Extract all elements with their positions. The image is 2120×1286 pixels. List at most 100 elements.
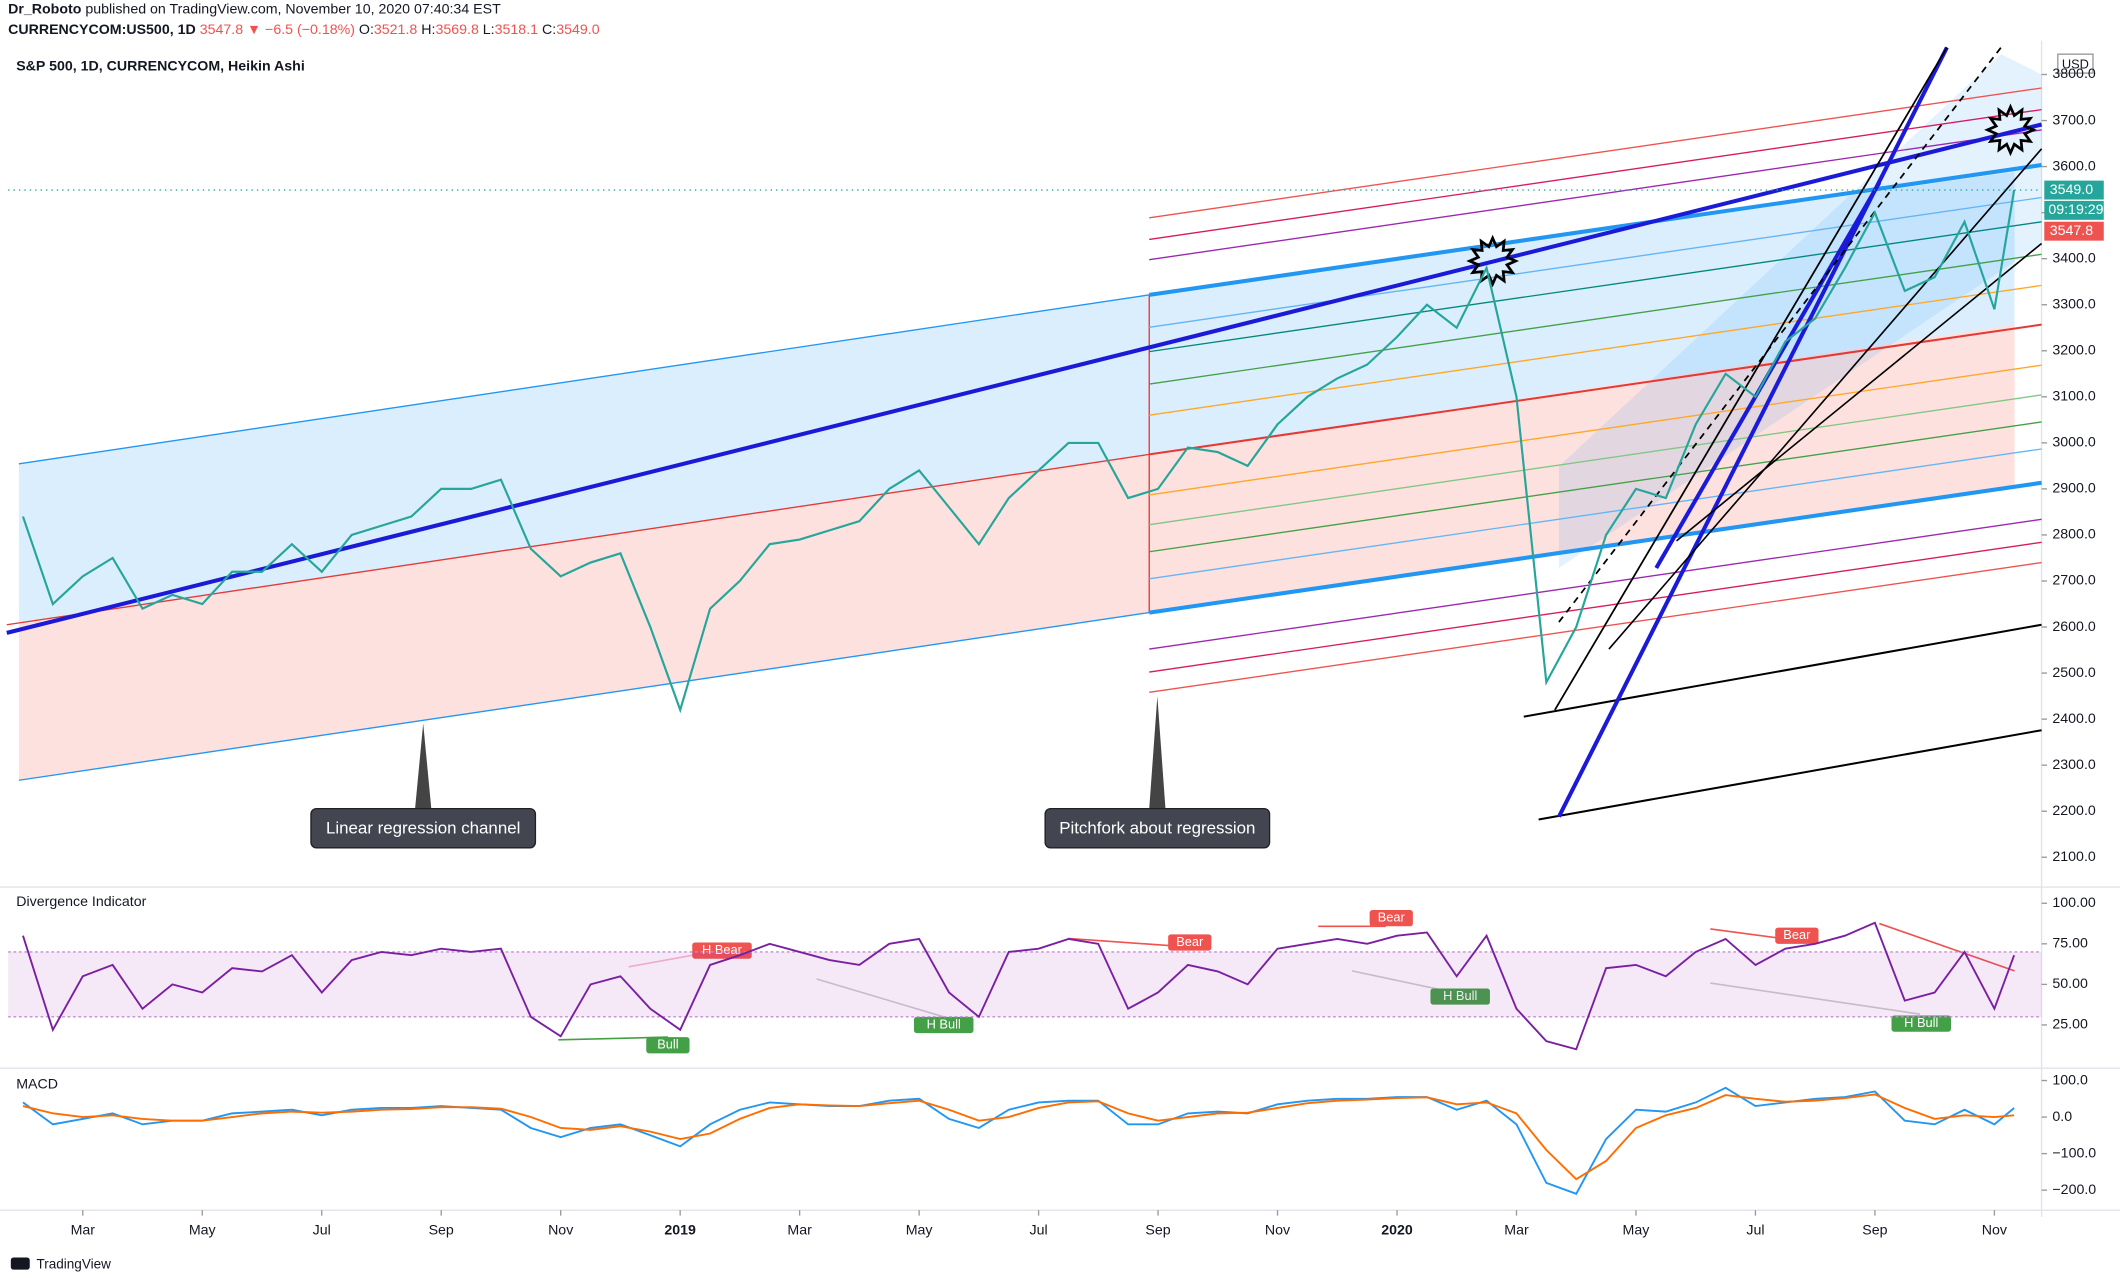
divergence-label-box — [646, 1037, 690, 1054]
x-tick-label: Mar — [71, 1223, 96, 1239]
pitchfork-line — [1149, 394, 2042, 526]
chart-title: S&P 500, 1D, CURRENCYCOM, Heikin Ashi — [16, 58, 305, 74]
pitchfork-line — [1149, 87, 2042, 219]
x-tick-label: 2020 — [1381, 1223, 1413, 1239]
pitchfork-line — [1149, 284, 2042, 416]
y-tick-label: 2100.0 — [2052, 849, 2096, 865]
pitchfork-line — [1149, 108, 2042, 241]
callout-text: Pitchfork about regression — [1059, 818, 1255, 837]
regression-upper — [18, 294, 1150, 465]
y-tick-label: 3100.0 — [2052, 389, 2096, 405]
x-tick-label: Jul — [1030, 1223, 1048, 1239]
x-tick-label: May — [189, 1223, 217, 1239]
y-tick-label: 100.00 — [2052, 895, 2096, 911]
tradingview-logo: TradingView — [10, 1256, 112, 1271]
pitchfork-line — [1149, 221, 2042, 353]
divergence-line — [628, 952, 704, 968]
y-tick-label: 3700.0 — [2052, 112, 2096, 128]
last: 3547.8 — [200, 22, 244, 38]
y-tick-label: 2800.0 — [2052, 527, 2096, 543]
pitchfork-line — [1149, 323, 2042, 456]
star-marker — [1984, 103, 2037, 157]
ohlc-key: O: — [359, 22, 374, 38]
divergence-label: Bear — [1378, 910, 1406, 925]
price-tag-label: 3549.0 — [2050, 182, 2094, 198]
ohlc-value: 3521.8 — [374, 22, 418, 38]
pitchfork-line — [1149, 196, 2042, 328]
published: published on TradingView.com, November 1… — [85, 2, 501, 18]
callout-pointer — [1149, 696, 1166, 809]
header-line-1: Dr_Roboto published on TradingView.com, … — [8, 2, 501, 18]
pitchfork-line — [1149, 448, 2042, 580]
trend-line — [6, 122, 2043, 635]
divergence-line — [1068, 937, 1184, 948]
divergence-label-box — [1775, 927, 1819, 944]
drawing-line — [1676, 242, 2043, 542]
publisher: Dr_Roboto — [8, 2, 82, 18]
divergence-drawings: H Bear Bull H Bull Bear Bear H Bull Bear H Bull — [558, 910, 2015, 1054]
x-tick-label: Jul — [313, 1223, 331, 1239]
pitchfork-fill-lower — [1149, 324, 2015, 613]
pitchfork-line — [1149, 253, 2042, 385]
countdown: 09:19:29 — [2048, 202, 2103, 218]
regression-lower — [18, 611, 1150, 781]
y-tick-label: 75.00 — [2052, 936, 2088, 952]
divergence-label: H Bear — [702, 942, 743, 957]
price-tag — [2044, 180, 2104, 200]
callout-text: Linear regression channel — [326, 818, 520, 837]
divergence-label-box — [1369, 910, 1413, 927]
x-tick-label: Mar — [787, 1223, 812, 1239]
divergence-label: Bear — [1176, 934, 1204, 949]
x-tick-label: Nov — [1265, 1223, 1291, 1239]
star-marker — [1466, 234, 1520, 288]
y-tick-label: 3000.0 — [2052, 435, 2096, 451]
currency: USD — [2062, 56, 2089, 71]
divergence-line — [1879, 922, 2015, 972]
y-tick-label: 2900.0 — [2052, 481, 2096, 497]
drawing-line — [1608, 148, 2043, 650]
ohlc-key: H: — [421, 22, 435, 38]
series-line — [22, 1093, 2015, 1181]
y-tick-label: 2400.0 — [2052, 711, 2096, 727]
y-tick-label: 2300.0 — [2052, 757, 2096, 773]
callout-box — [1044, 807, 1271, 849]
divergence-label: Bull — [657, 1037, 678, 1052]
divergence-label: H Bull — [1443, 988, 1477, 1003]
ohlc-key: L: — [483, 22, 495, 38]
drawing-line — [1554, 46, 1948, 711]
pane-title: MACD — [16, 1076, 58, 1092]
drawing-line — [1523, 623, 2042, 718]
x-tick-label: Sep — [1862, 1223, 1887, 1239]
x-tick-label: May — [1623, 1223, 1651, 1239]
y-tick-label: 2200.0 — [2052, 803, 2096, 819]
y-tick-label: 2700.0 — [2052, 573, 2096, 589]
divergence-label: H Bull — [1904, 1015, 1938, 1030]
symbol: CURRENCYCOM:US500, 1D — [8, 22, 196, 38]
countdown-tag — [2044, 200, 2104, 220]
pitchfork-line — [1149, 364, 2042, 496]
divergence-label-box — [1168, 934, 1212, 951]
x-tick-label: Sep — [429, 1223, 454, 1239]
pitchfork-line — [1148, 480, 2042, 615]
callout-box — [310, 807, 537, 849]
y-tick-label: −100.0 — [2052, 1145, 2096, 1161]
logo-icon — [10, 1257, 30, 1270]
ohlc-key: C: — [542, 22, 556, 38]
x-tick-label: 2019 — [664, 1223, 696, 1239]
regression-fill-upper — [18, 294, 1150, 624]
pitchfork-line — [1149, 561, 2042, 694]
y-tick-label: 3400.0 — [2052, 250, 2096, 266]
y-tick-label: 3600.0 — [2052, 158, 2096, 174]
series-line — [22, 1086, 2015, 1195]
x-tick-label: Jul — [1746, 1223, 1764, 1239]
drawings — [6, 46, 2043, 821]
change: ▼ −6.5 (−0.18%) — [247, 22, 355, 38]
y-tick-label: 100.0 — [2052, 1072, 2088, 1088]
y-tick-label: 3800.0 — [2052, 66, 2096, 82]
price-tag-label: 3547.8 — [2050, 223, 2094, 239]
divergence-line — [816, 978, 944, 1018]
footer: TradingView — [37, 1256, 112, 1271]
divergence-label: H Bull — [927, 1016, 961, 1031]
header-line-2: CURRENCYCOM:US500, 1D 3547.8 ▼ −6.5 (−0.… — [8, 22, 600, 38]
